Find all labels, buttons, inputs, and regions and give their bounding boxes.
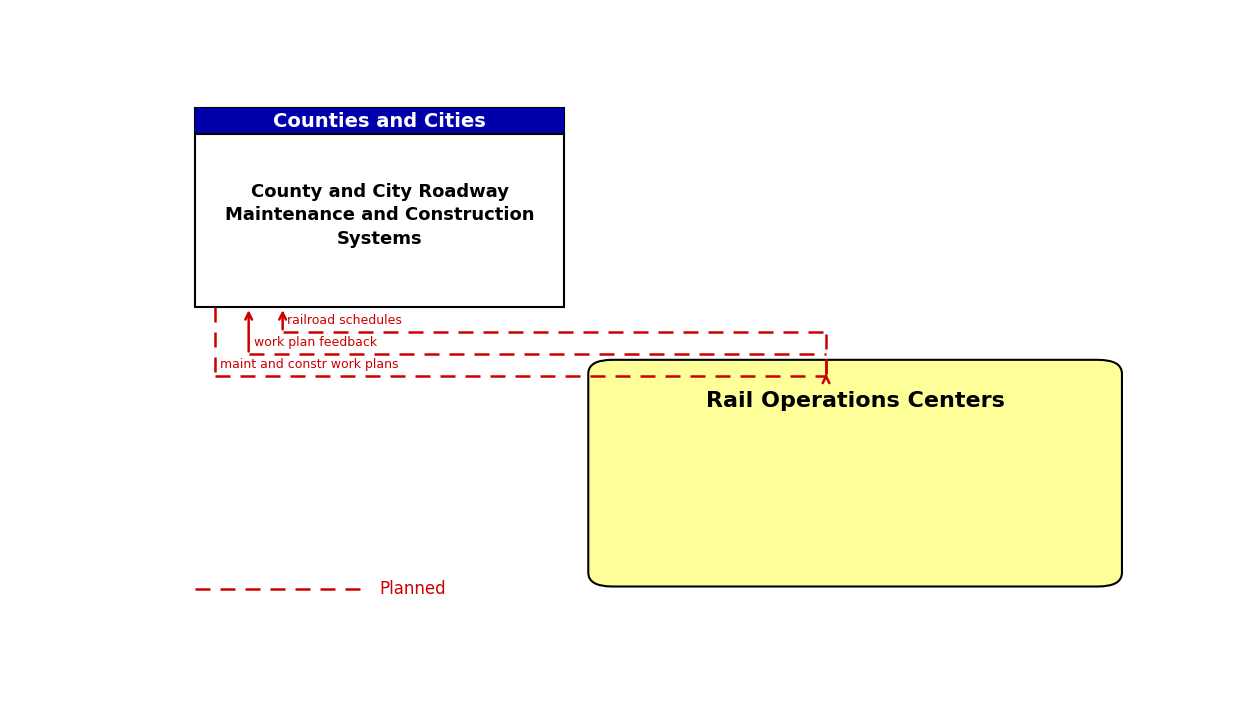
FancyBboxPatch shape — [588, 360, 1122, 587]
FancyBboxPatch shape — [195, 108, 563, 307]
Text: maint and constr work plans: maint and constr work plans — [219, 358, 398, 371]
Text: Counties and Cities: Counties and Cities — [273, 112, 486, 131]
Text: railroad schedules: railroad schedules — [288, 314, 402, 327]
Text: Rail Operations Centers: Rail Operations Centers — [706, 391, 1004, 411]
Text: Planned: Planned — [379, 580, 446, 598]
Text: work plan feedback: work plan feedback — [253, 336, 377, 349]
Text: County and City Roadway
Maintenance and Construction
Systems: County and City Roadway Maintenance and … — [225, 182, 535, 248]
FancyBboxPatch shape — [195, 108, 563, 134]
